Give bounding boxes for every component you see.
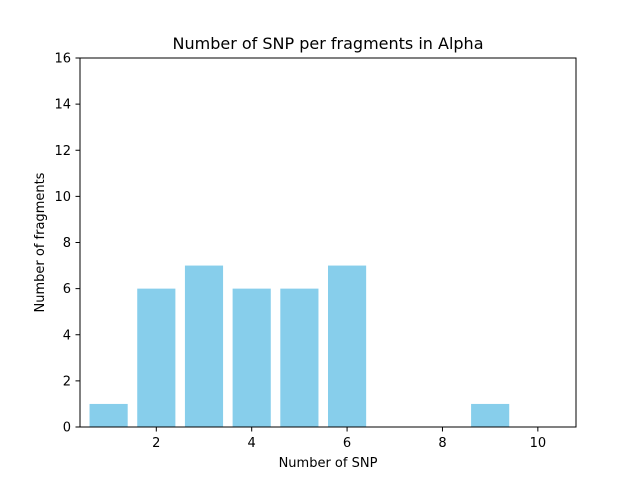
x-tick-label: 2 [152,436,160,451]
y-tick-label: 14 [54,98,71,113]
y-tick-label: 16 [54,52,71,67]
y-tick-label: 10 [54,190,71,205]
x-tick-label: 8 [438,436,446,451]
bar-snp-9 [471,403,510,427]
y-tick-label: 12 [54,144,71,159]
bar-snp-1 [89,403,128,427]
y-tick-label: 8 [63,236,71,251]
y-tick-label: 0 [63,421,71,436]
x-tick-label: 6 [343,436,351,451]
bar-snp-3 [184,265,224,427]
bar-snp-4 [232,288,271,427]
x-tick-label: 10 [530,436,547,451]
y-axis-label: Number of fragments [33,172,48,312]
x-axis: 2 4 6 8 10 [152,427,546,451]
x-axis-label: Number of SNP [279,456,378,471]
bar-snp-2 [137,288,176,427]
bars-group [89,265,510,427]
x-tick-label: 4 [248,436,256,451]
y-tick-label: 6 [63,282,71,297]
bar-snp-5 [280,288,319,427]
chart-title: Number of SNP per fragments in Alpha [173,34,484,53]
y-tick-label: 4 [63,328,71,343]
y-tick-label: 2 [63,374,71,389]
y-axis: 0 2 4 6 8 10 12 14 16 [54,52,80,436]
bar-snp-6 [328,265,367,427]
